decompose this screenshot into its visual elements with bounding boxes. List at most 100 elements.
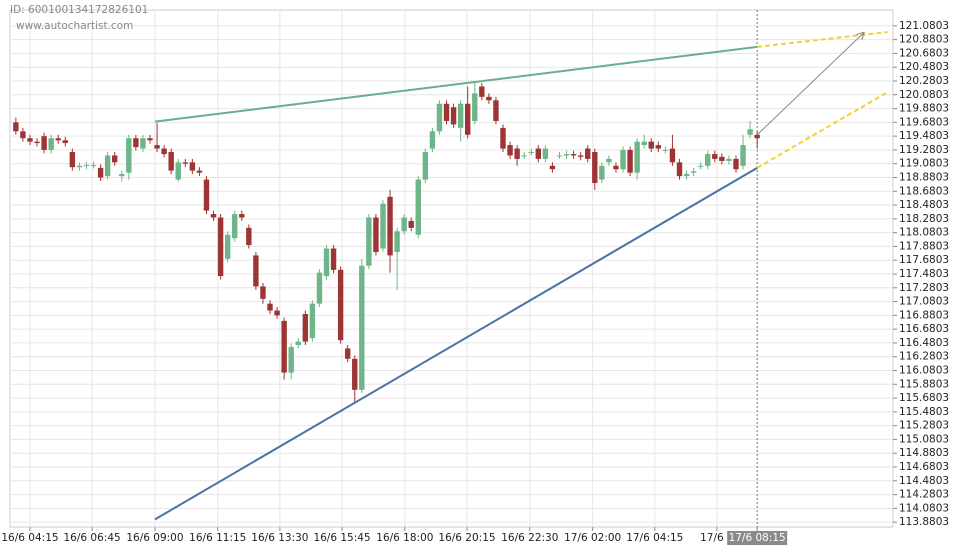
x-tick-label: 16/6 18:00 [376,532,433,544]
x-tick-label: 17/6 08:15 [729,532,786,544]
candle-body [239,214,245,218]
candle-body [281,320,287,373]
y-tick-label: 117.4803 [899,268,949,280]
candle-body [705,154,711,166]
y-tick-label: 120.0803 [899,89,949,101]
x-tick-label: 16/6 15:45 [313,532,370,544]
candle-body [154,145,160,149]
y-tick-label: 117.0803 [899,296,949,308]
trend-line [756,91,889,169]
y-tick-label: 116.6803 [899,323,949,335]
candle-body [528,152,534,154]
candle-body [683,174,690,177]
candle-body [606,158,612,163]
watermark: www.autochartist.com [16,20,133,32]
candle-body [479,86,485,97]
candle-body [323,248,330,277]
candle-body [90,165,97,167]
candle-body [34,141,40,144]
candle-body [41,136,47,150]
candle-body [740,145,746,166]
candle-body [733,158,739,170]
candle-body [373,217,379,252]
candle-body [288,347,294,373]
candle-body [260,286,266,299]
y-tick-label: 116.2803 [899,351,949,363]
x-tick-label: 16/6 04:15 [1,532,58,544]
y-tick-label: 115.2803 [899,420,949,432]
y-tick-label: 120.2803 [899,75,949,87]
candle-body [422,152,429,180]
candle-body [648,141,654,149]
x-tick-label: 16/6 06:45 [64,532,121,544]
candle-body [443,103,450,121]
candle-body [620,149,626,170]
x-tick-label: 17/6 02:00 [564,532,621,544]
candle-body [76,165,83,168]
candle-body [13,122,19,132]
candle-body [570,154,577,156]
y-tick-label: 119.8803 [899,103,949,115]
y-tick-label: 115.0803 [899,433,949,445]
candle-body [542,148,549,159]
candle-body [232,214,238,239]
candle-body [387,196,393,256]
candle-body [62,140,68,144]
forecast-arrow [756,33,864,136]
candle-body [140,138,146,149]
y-tick-label: 119.2803 [899,144,949,156]
candle-body [507,145,513,156]
candle-body [147,138,153,141]
candle-body [126,138,132,173]
y-tick-label: 117.8803 [899,240,949,252]
current-time-box [727,531,788,545]
candle-body [20,131,26,139]
candle-body [415,179,421,235]
candle-body [641,141,647,146]
candle-body [486,96,492,101]
candle-body [726,158,732,161]
candle-body [27,138,33,142]
candle-body [119,174,125,177]
candle-body [359,265,365,390]
y-tick-label: 119.6803 [899,116,949,128]
candle-body [253,255,259,287]
candle-body [182,162,189,164]
y-tick-label: 115.8803 [899,378,949,390]
candle-body [514,148,520,159]
candle-body [189,162,196,171]
y-tick-label: 121.0803 [899,20,949,32]
candle-body [563,154,570,156]
candle-body [366,217,372,266]
candle-body [457,103,464,128]
y-tick-label: 114.2803 [899,489,949,501]
candle-body [196,170,203,173]
chart-id: ID: 600100134172826101 [10,4,148,16]
candle-body [161,148,167,155]
y-tick-label: 116.4803 [899,337,949,349]
y-tick-label: 120.6803 [899,47,949,59]
candle-body [401,217,407,232]
candle-body [344,348,351,359]
y-tick-label: 119.0803 [899,158,949,170]
candle-body [302,313,309,342]
candle-body [585,148,591,159]
y-tick-label: 118.2803 [899,213,949,225]
y-tick-label: 118.6803 [899,185,949,197]
y-tick-label: 118.0803 [899,227,949,239]
trend-line [757,31,888,48]
candle-body [472,93,478,121]
candle-body [690,171,697,173]
candle-body [634,141,640,173]
y-tick-label: 118.8803 [899,171,949,183]
candle-body [627,149,633,173]
y-tick-label: 119.4803 [899,130,949,142]
candle-body [429,131,436,149]
candle-body [112,155,118,163]
candle-body [493,100,499,121]
candle-body [394,231,400,252]
candle-body [175,162,181,180]
candle-body [655,145,662,149]
x-tick-label: 16/6 22:30 [501,532,558,544]
